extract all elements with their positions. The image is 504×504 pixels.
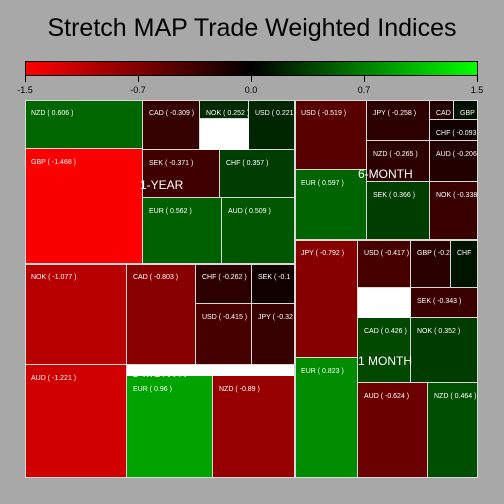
- treemap-cell-3-month-chf: CHF ( -0.262 ): [196, 264, 252, 304]
- legend-tick: [364, 76, 365, 82]
- cell-label: EUR ( 0.823 ): [301, 368, 344, 375]
- cell-label: AUD ( 0.509 ): [228, 208, 271, 215]
- cell-label: NZD ( -0.265 ): [373, 151, 418, 158]
- legend-tick: [251, 76, 252, 82]
- treemap-cell-6-month-cad: CAD: [430, 100, 454, 120]
- cell-label: NOK ( 0.352 ): [417, 328, 461, 335]
- treemap-cell-1-year-nzd: NZD ( 0.606 ): [25, 100, 143, 149]
- cell-label: EUR ( 0.96 ): [133, 386, 172, 393]
- treemap-cell-1-month-usd: USD ( -0.417 ): [358, 240, 411, 288]
- treemap-cell-1-month-jpy: JPY ( -0.792 ): [295, 240, 358, 358]
- treemap-cell-1-year-chf: CHF ( 0.357 ): [220, 150, 295, 198]
- treemap-cell-3-month-jpy: JPY ( -0.32: [252, 304, 295, 365]
- cell-label: USD ( 0.221 ): [255, 110, 295, 117]
- cell-label: CHF ( 0.357 ): [226, 160, 269, 167]
- cell-label: CHF ( -0.262 ): [202, 274, 247, 281]
- treemap-cell-6-month-gbp: GBP: [454, 100, 478, 120]
- treemap-cell-1-month-aud: AUD ( -0.624 ): [358, 383, 428, 478]
- cell-label: AUD ( -0.206: [436, 151, 477, 158]
- treemap-cell-1-year-nok: NOK ( 0.252 ): [200, 100, 249, 119]
- legend-tick: [138, 76, 139, 82]
- cell-label: NZD ( 0.464 ): [434, 393, 477, 400]
- treemap-cell-1-month-cad: CAD ( 0.426 ): [358, 318, 411, 383]
- cell-label: SEK ( -0.371 ): [149, 160, 194, 167]
- treemap-cell-1-month-chf: CHF: [451, 240, 478, 288]
- legend-tick-label: -0.7: [130, 85, 146, 95]
- treemap-cell-1-month-sek: SEK ( -0.343 ): [411, 288, 478, 318]
- cell-label: NZD ( 0.606 ): [31, 110, 74, 117]
- treemap-cell-6-month-sek: SEK ( 0.366 ): [367, 182, 430, 240]
- cell-label: AUD ( -1.221 ): [31, 375, 77, 382]
- treemap-cell-3-month-eur: EUR ( 0.96 ): [127, 376, 213, 478]
- cell-label: CHF ( -0.093: [436, 130, 477, 137]
- treemap-cell-1-month-nok: NOK ( 0.352 ): [411, 318, 478, 383]
- cell-label: AUD ( -0.624 ): [364, 393, 410, 400]
- cell-label: SEK ( 0.366 ): [373, 192, 416, 199]
- treemap-cell-6-month-aud: AUD ( -0.206: [430, 141, 478, 182]
- color-scale-legend: [25, 61, 478, 76]
- cell-label: EUR ( 0.597 ): [301, 180, 344, 187]
- treemap-cell-1-year-eur: EUR ( 0.562 ): [143, 198, 222, 264]
- cell-label: USD ( -0.519 ): [301, 110, 347, 117]
- treemap-cell-6-month-chf: CHF ( -0.093: [430, 120, 478, 141]
- treemap-cell-6-month-usd: USD ( -0.519 ): [295, 100, 367, 170]
- treemap-cell-1-month-eur: EUR ( 0.823 ): [295, 358, 358, 478]
- cell-label: EUR ( 0.562 ): [149, 208, 192, 215]
- cell-label: NOK ( 0.252 ): [206, 110, 249, 117]
- treemap-cell-3-month-usd: USD ( -0.415 ): [196, 304, 252, 365]
- treemap-cell-3-month-sek: SEK ( -0.1: [252, 264, 295, 304]
- cell-label: CAD: [436, 110, 451, 117]
- treemap-plot: NZD ( 0.606 ) GBP ( -1.468 ) CAD ( -0.309 …: [25, 100, 478, 478]
- treemap-cell-1-month-gbp: GBP ( -0.254: [411, 240, 451, 288]
- cell-label: NOK ( -1.077 ): [31, 274, 77, 281]
- cell-label: NOK ( -0.338: [436, 192, 478, 199]
- cell-label: SEK ( -0.343 ): [417, 298, 462, 305]
- cell-label: CHF: [457, 250, 472, 257]
- legend-tick: [477, 76, 478, 82]
- treemap-cell-1-month-nzd: NZD ( 0.464 ): [428, 383, 478, 478]
- legend-tick-label: 0.7: [357, 85, 371, 95]
- cell-label: USD ( -0.415 ): [202, 314, 248, 321]
- legend-tick-label: 0.0: [244, 85, 258, 95]
- treemap-cell-1-year-aud: AUD ( 0.509 ): [222, 198, 295, 264]
- chart-title: Stretch MAP Trade Weighted Indices: [47, 14, 457, 42]
- cell-label: CAD ( 0.426 ): [364, 328, 407, 335]
- cell-label: CAD ( -0.309 ): [149, 110, 195, 117]
- cell-label: SEK ( -0.1: [258, 274, 291, 281]
- treemap-cell-3-month-nzd: NZD ( -0.89 ): [213, 376, 295, 478]
- cell-label: CAD ( -0.803 ): [133, 274, 179, 281]
- treemap-cell-1-year-sek: SEK ( -0.371 ): [143, 150, 220, 198]
- cell-label: JPY ( -0.258 ): [373, 110, 417, 117]
- legend-tick-label: 1.5: [470, 85, 484, 95]
- cell-label: GBP ( -0.254: [417, 250, 450, 257]
- treemap-cell-1-year-gbp: GBP ( -1.468 ): [25, 149, 143, 264]
- treemap-cell-1-year-cad: CAD ( -0.309 ): [143, 100, 200, 150]
- treemap-cell-6-month-eur: EUR ( 0.597 ): [295, 170, 367, 240]
- treemap-cell-6-month-jpy: JPY ( -0.258 ): [367, 100, 430, 141]
- legend-tick: [25, 76, 26, 82]
- legend-tick-label: -1.5: [17, 85, 33, 95]
- treemap-cell-3-month-nok: NOK ( -1.077 ): [25, 264, 127, 365]
- cell-label: USD ( -0.417 ): [364, 250, 410, 257]
- cell-label: JPY ( -0.792 ): [301, 250, 345, 257]
- cell-label: NZD ( -0.89 ): [219, 386, 260, 393]
- treemap-cell-3-month-cad: CAD ( -0.803 ): [127, 264, 196, 365]
- treemap-cell-1-year-usd: USD ( 0.221 ): [249, 100, 295, 150]
- treemap-cell-3-month-aud: AUD ( -1.221 ): [25, 365, 127, 478]
- cell-label: GBP: [460, 110, 475, 117]
- cell-label: JPY ( -0.32: [258, 314, 293, 321]
- cell-label: GBP ( -1.468 ): [31, 159, 77, 166]
- treemap-cell-6-month-nzd: NZD ( -0.265 ): [367, 141, 430, 182]
- treemap-cell-6-month-nok: NOK ( -0.338: [430, 182, 478, 240]
